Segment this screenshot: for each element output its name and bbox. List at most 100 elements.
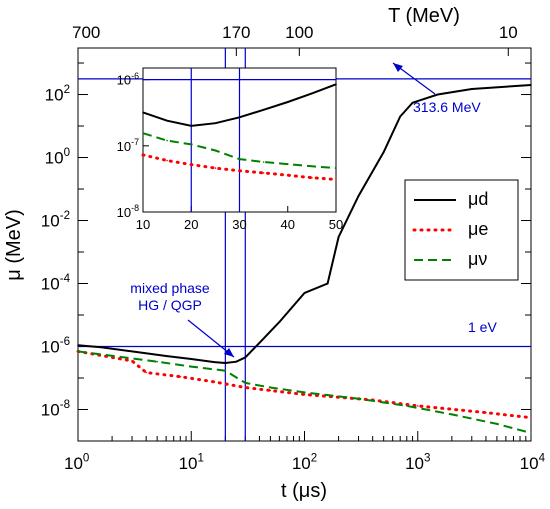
- data-point-mu-nu: [406, 405, 408, 407]
- data-point-mu-d: [100, 346, 102, 349]
- data-point-mu-d: [244, 356, 247, 359]
- inset-x-tick-label: 30: [232, 217, 246, 232]
- data-point-mu-nu: [269, 386, 272, 389]
- y-tick-label-exponent: -4: [60, 273, 71, 285]
- x-tick-label: 102: [292, 452, 317, 473]
- y-tick-label-exponent: 0: [64, 147, 70, 159]
- data-point-mu-nu: [77, 350, 79, 353]
- data-point-mu-d: [278, 321, 281, 323]
- inset-data-point-mu-nu: [142, 132, 144, 134]
- top-tick-label: 10: [499, 23, 518, 42]
- inset-data-point-mu-nu: [238, 158, 241, 160]
- top-tick-label: 100: [285, 23, 313, 42]
- y-tick-label-base: 10: [45, 86, 64, 105]
- legend-label-mu-e: μe: [468, 219, 488, 239]
- y-tick-label: 10-4: [41, 273, 71, 294]
- annotation-313-6-mev-text: 313.6 MeV: [413, 99, 481, 115]
- y-tick-label-exponent: -6: [60, 336, 70, 348]
- data-point-mu-d: [303, 292, 306, 294]
- inset-reference-lines: [143, 68, 336, 212]
- main-series: [76, 84, 533, 434]
- series-line-mu-nu: [77, 350, 532, 434]
- data-point-mu-d: [530, 84, 532, 86]
- inset-data-point-mu-d: [190, 125, 193, 127]
- data-point-mu-d: [411, 101, 414, 104]
- inset-y-tick-label-base: 10: [117, 73, 131, 88]
- x-tick-label-base: 10: [292, 454, 311, 473]
- annotation-arrowhead-313: [393, 63, 403, 72]
- data-point-mu-nu: [156, 360, 158, 363]
- data-point-mu-e: [530, 416, 532, 419]
- inset-x-tick-label: 20: [184, 217, 198, 232]
- x-tick-label: 100: [64, 452, 89, 473]
- top-tick-label: 170: [222, 23, 250, 42]
- inset-x-tick-label: 40: [281, 217, 295, 232]
- legend-box: [404, 179, 519, 281]
- inset-data-point-mu-d: [166, 119, 168, 122]
- x-tick-label-base: 10: [405, 454, 424, 473]
- y-tick-label-exponent: 2: [64, 84, 70, 96]
- data-point-mu-d: [235, 360, 238, 363]
- data-point-mu-d: [258, 342, 261, 344]
- data-point-mu-e: [269, 389, 272, 392]
- top-tick-label: 700: [72, 23, 100, 42]
- data-point-mu-e: [244, 386, 247, 389]
- annotation-mixed-phase-line1: mixed phase: [130, 280, 210, 296]
- data-point-mu-d: [131, 350, 133, 353]
- inset-data-point-mu-d: [142, 111, 144, 114]
- data-point-mu-nu: [224, 369, 227, 372]
- y-tick-label: 10-6: [41, 336, 70, 357]
- x-tick-label: 103: [405, 452, 430, 473]
- inset-data-point-mu-d: [214, 122, 217, 124]
- y-tick-label-base: 10: [41, 338, 60, 357]
- y-tick-label-exponent: -8: [60, 399, 70, 411]
- data-point-mu-nu: [451, 413, 453, 416]
- data-point-mu-d: [337, 236, 340, 238]
- data-point-mu-d: [213, 361, 216, 363]
- legend: μd μe μν: [404, 179, 519, 281]
- y-tick-label: 100: [45, 147, 70, 168]
- inset-data-point-mu-e: [238, 170, 241, 172]
- annotation-arrow-mixed: [187, 319, 235, 358]
- x-tick-label-base: 10: [179, 454, 198, 473]
- data-point-mu-e: [213, 381, 216, 383]
- inset-data-point-mu-nu: [335, 167, 337, 169]
- data-point-mu-d: [190, 358, 193, 360]
- inset-y-tick-label-exponent: -7: [131, 137, 139, 147]
- data-point-mu-nu: [357, 397, 360, 400]
- inset-data-point-mu-nu: [311, 165, 313, 168]
- inset-data-point-mu-d: [262, 109, 265, 111]
- main-ticks: 100 101 102 103 10410-810-610-410-2100102700…: [41, 23, 546, 473]
- inset-data-point-mu-nu: [262, 161, 265, 163]
- data-point-mu-e: [303, 393, 306, 396]
- legend-label-mu-d: μd: [468, 189, 488, 209]
- data-point-mu-e: [131, 360, 133, 362]
- inset-data-point-mu-nu: [190, 143, 193, 146]
- annotation-arrowhead-mixed: [224, 348, 234, 357]
- inset-data-point-mu-e: [335, 178, 337, 181]
- inset-series: [141, 83, 338, 181]
- x-tick-label-exponent: 1: [198, 452, 204, 464]
- annotation-313-6-mev: 313.6 MeV: [392, 62, 481, 115]
- data-point-mu-d: [399, 115, 402, 118]
- data-point-mu-e: [179, 375, 182, 378]
- inset-data-point-mu-d: [238, 116, 241, 119]
- x-tick-label-base: 10: [520, 454, 539, 473]
- inset-data-point-mu-d: [287, 101, 289, 103]
- inset-x-tick-label: 10: [136, 217, 150, 232]
- data-point-mu-d: [471, 88, 473, 90]
- y-tick-label: 10-8: [41, 399, 70, 420]
- x-tick-label-exponent: 2: [311, 452, 317, 464]
- data-point-mu-d: [224, 362, 227, 364]
- data-point-mu-e: [485, 411, 487, 414]
- y-tick-label: 10-2: [41, 210, 70, 231]
- data-point-mu-d: [77, 344, 79, 347]
- inset-x-tick-label: 50: [329, 217, 343, 232]
- inset-data-point-mu-d: [311, 92, 313, 95]
- y-axis-label: μ (MeV): [3, 209, 25, 281]
- inset-y-tick-label-base: 10: [117, 205, 131, 220]
- inset-data-point-mu-e: [262, 172, 265, 174]
- y-tick-label-base: 10: [45, 149, 64, 168]
